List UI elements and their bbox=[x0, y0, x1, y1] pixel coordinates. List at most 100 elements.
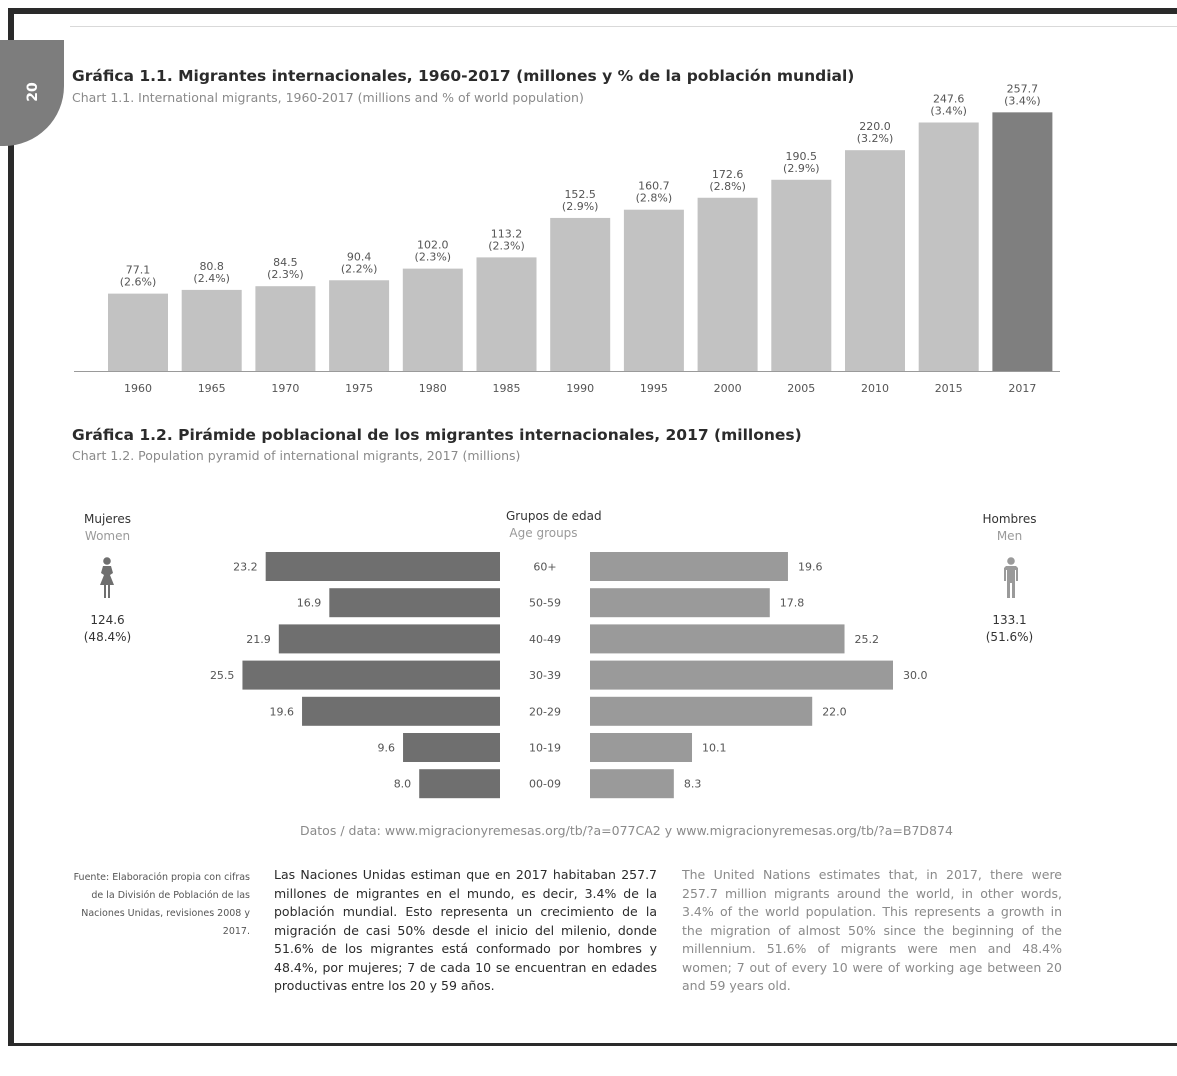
bar-1995 bbox=[623, 209, 684, 371]
men-value-50-59: 17.8 bbox=[780, 597, 805, 610]
men-value-00-09: 8.3 bbox=[684, 778, 702, 791]
x-tick-1960: 1960 bbox=[124, 382, 152, 395]
men-bar-20-29 bbox=[590, 696, 813, 726]
bar-1970 bbox=[255, 286, 316, 371]
women-bar-50-59 bbox=[329, 588, 500, 618]
chart2-subtitle: Chart 1.2. Population pyramid of interna… bbox=[72, 448, 521, 463]
men-value-10-19: 10.1 bbox=[702, 742, 727, 755]
bar-pct-label-2015: (3.4%) bbox=[930, 104, 967, 117]
bar-pct-label-1995: (2.8%) bbox=[636, 192, 673, 205]
women-value-50-59: 16.9 bbox=[297, 597, 322, 610]
page-frame bbox=[8, 8, 1177, 1046]
age-group-label-10-19: 10-19 bbox=[529, 742, 561, 755]
body-text-en: The United Nations estimates that, in 20… bbox=[682, 867, 1062, 993]
x-tick-1980: 1980 bbox=[419, 382, 447, 395]
bar-value-label-2015: 247.6 bbox=[933, 92, 965, 105]
bar-value-label-2010: 220.0 bbox=[859, 120, 891, 133]
men-label: Hombres bbox=[982, 512, 1037, 526]
x-tick-2000: 2000 bbox=[714, 382, 742, 395]
bar-pct-label-1960: (2.6%) bbox=[120, 276, 157, 289]
bar-value-label-2017: 257.7 bbox=[1007, 82, 1039, 95]
bar-pct-label-2000: (2.8%) bbox=[709, 180, 746, 193]
bar-value-label-1980: 102.0 bbox=[417, 239, 449, 252]
bar-1975 bbox=[329, 280, 390, 371]
men-bar-30-39 bbox=[590, 660, 893, 690]
bar-value-label-1990: 152.5 bbox=[564, 188, 596, 201]
age-group-label-60+: 60+ bbox=[533, 561, 556, 574]
women-bar-30-39 bbox=[242, 660, 500, 690]
bar-value-label-1965: 80.8 bbox=[199, 260, 224, 273]
bar-pct-label-2017: (3.4%) bbox=[1004, 94, 1041, 107]
men-label-en: Men bbox=[996, 529, 1023, 543]
women-value-00-09: 8.0 bbox=[394, 778, 412, 791]
x-tick-1970: 1970 bbox=[271, 382, 299, 395]
chart2-title: Gráfica 1.2. Pirámide poblacional de los… bbox=[72, 426, 802, 444]
bar-1960 bbox=[108, 293, 168, 371]
women-bar-60+ bbox=[265, 552, 500, 581]
x-tick-2015: 2015 bbox=[935, 382, 963, 395]
bar-2015 bbox=[918, 122, 979, 371]
x-tick-1965: 1965 bbox=[198, 382, 226, 395]
bar-2017 bbox=[992, 112, 1053, 372]
bar-pct-label-2005: (2.9%) bbox=[783, 162, 820, 175]
x-tick-1975: 1975 bbox=[345, 382, 373, 395]
bar-value-label-1995: 160.7 bbox=[638, 180, 670, 193]
bar-value-label-1970: 84.5 bbox=[273, 256, 298, 269]
women-label-en: Women bbox=[84, 529, 131, 543]
bar-pct-label-1980: (2.3%) bbox=[415, 251, 452, 264]
women-pct: (48.4%) bbox=[83, 630, 132, 644]
women-label: Mujeres bbox=[84, 512, 131, 526]
men-value-30-39: 30.0 bbox=[903, 669, 928, 682]
bar-2000 bbox=[697, 197, 758, 371]
men-pct: (51.6%) bbox=[985, 630, 1034, 644]
women-value-30-39: 25.5 bbox=[210, 669, 235, 682]
men-value-60+: 19.6 bbox=[798, 561, 823, 574]
chart1-title: Gráfica 1.1. Migrantes internacionales, … bbox=[72, 67, 855, 85]
bar-1990 bbox=[550, 217, 611, 371]
age-group-label-00-09: 00-09 bbox=[529, 778, 561, 791]
bar-1965 bbox=[181, 289, 242, 371]
body-text-es: Las Naciones Unidas estiman que en 2017 … bbox=[274, 867, 657, 993]
bar-1985 bbox=[476, 257, 537, 371]
men-bar-10-19 bbox=[590, 733, 693, 762]
bar-2010 bbox=[845, 150, 905, 371]
men-bar-60+ bbox=[590, 552, 788, 581]
bar-pct-label-1965: (2.4%) bbox=[193, 272, 230, 285]
age-groups-label: Grupos de edad bbox=[506, 509, 602, 523]
women-value-20-29: 19.6 bbox=[270, 705, 295, 718]
women-bar-00-09 bbox=[419, 769, 500, 799]
women-bar-40-49 bbox=[278, 624, 500, 654]
bar-value-label-1975: 90.4 bbox=[347, 250, 372, 263]
bar-value-label-2000: 172.6 bbox=[712, 168, 744, 181]
bar-2005 bbox=[771, 179, 832, 371]
age-group-label-20-29: 20-29 bbox=[529, 705, 561, 718]
men-bar-50-59 bbox=[590, 588, 770, 618]
man-icon bbox=[1004, 557, 1018, 598]
x-tick-1985: 1985 bbox=[493, 382, 521, 395]
population-pyramid-chart: 23.2 19.6 60+ 16.9 17.8 50-59 21.9 25.2 40-49 25.… bbox=[210, 552, 928, 799]
women-bar-20-29 bbox=[302, 696, 500, 726]
source-note: Fuente: Elaboración propia con cifras de… bbox=[73, 872, 250, 937]
migrants-bar-chart: 77.1(2.6%)196080.8(2.4%)196584.5(2.3%)19… bbox=[74, 82, 1060, 395]
women-total: 124.6 bbox=[90, 613, 125, 627]
bar-value-label-1985: 113.2 bbox=[491, 227, 523, 240]
x-tick-2005: 2005 bbox=[787, 382, 815, 395]
age-group-label-30-39: 30-39 bbox=[529, 669, 561, 682]
data-source-line: Datos / data: www.migracionyremesas.org/… bbox=[300, 823, 953, 838]
x-tick-1990: 1990 bbox=[566, 382, 594, 395]
men-value-20-29: 22.0 bbox=[822, 705, 847, 718]
bar-1980 bbox=[402, 268, 463, 371]
women-value-60+: 23.2 bbox=[233, 561, 258, 574]
age-group-label-50-59: 50-59 bbox=[529, 597, 561, 610]
bar-pct-label-1985: (2.3%) bbox=[488, 239, 525, 252]
bar-pct-label-2010: (3.2%) bbox=[857, 132, 894, 145]
men-total: 133.1 bbox=[992, 613, 1027, 627]
bar-pct-label-1970: (2.3%) bbox=[267, 268, 304, 281]
age-groups-label-en: Age groups bbox=[509, 526, 578, 540]
x-tick-2017: 2017 bbox=[1008, 382, 1036, 395]
men-bar-40-49 bbox=[590, 624, 845, 654]
bar-value-label-1960: 77.1 bbox=[126, 264, 151, 277]
top-rule bbox=[70, 26, 1177, 27]
bar-value-label-2005: 190.5 bbox=[786, 150, 818, 163]
bar-pct-label-1990: (2.9%) bbox=[562, 200, 599, 213]
